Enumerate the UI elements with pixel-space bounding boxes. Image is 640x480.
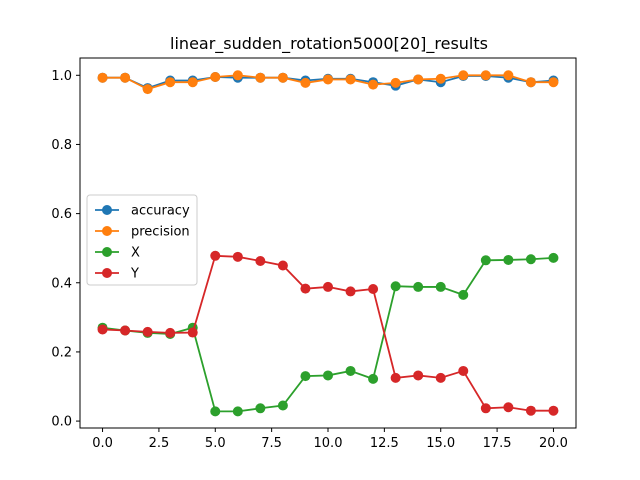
data-point: [232, 406, 243, 417]
legend-item-y: Y: [95, 267, 139, 282]
data-point: [413, 74, 424, 85]
data-point: [255, 72, 266, 83]
data-point: [323, 370, 333, 381]
y-tick-label: 1.0: [51, 69, 72, 84]
legend-label: accuracy: [131, 204, 190, 219]
data-point: [525, 254, 536, 265]
x-tick-label: 2.5: [149, 436, 170, 451]
data-point: [323, 74, 333, 85]
legend: accuracy precision XY: [86, 194, 198, 286]
data-point: [368, 79, 379, 90]
legend-item-accuracy: accuracy: [95, 204, 190, 219]
data-point: [232, 70, 243, 81]
data-point: [232, 251, 243, 262]
data-point: [187, 77, 198, 88]
data-point: [210, 406, 221, 417]
legend-box: [86, 194, 198, 286]
data-point: [165, 77, 176, 88]
data-point: [120, 72, 131, 83]
legend-label: precision: [131, 225, 190, 240]
data-point: [480, 70, 491, 81]
y-tick-label: 0.4: [51, 276, 72, 291]
y-tick-label: 0.6: [51, 207, 72, 222]
data-point: [503, 254, 514, 265]
x-tick-label: 7.5: [261, 436, 282, 451]
data-point: [503, 402, 514, 413]
legend-label: Y: [130, 267, 139, 282]
data-point: [525, 77, 536, 88]
x-tick-label: 5.0: [205, 436, 226, 451]
data-point: [435, 73, 446, 84]
data-point: [390, 77, 401, 88]
data-point: [345, 74, 356, 85]
data-point: [255, 255, 266, 266]
data-point: [413, 370, 424, 381]
legend-label: X: [131, 246, 140, 261]
axes: 0.0 2.5 5.0 7.5 10.0 12.5 15.0 17.5 20.0 0.0 0.2 0.…: [51, 57, 577, 451]
legend-marker: [102, 226, 112, 236]
data-point: [165, 327, 176, 338]
data-point: [390, 281, 401, 292]
data-point: [277, 260, 288, 271]
data-point: [413, 281, 424, 292]
y-tick-label: 0.0: [51, 415, 72, 430]
data-point: [435, 372, 446, 383]
data-point: [142, 326, 153, 337]
data-point: [345, 286, 356, 297]
legend-item-precision: precision: [95, 225, 190, 240]
series-y: [97, 250, 559, 416]
x-tick-label: 15.0: [426, 436, 455, 451]
data-point: [458, 365, 469, 376]
data-point: [142, 84, 153, 95]
data-point: [300, 283, 311, 294]
data-point: [548, 77, 559, 88]
legend-item-x: X: [95, 246, 140, 261]
y-tick-label: 0.8: [51, 138, 72, 153]
data-point: [120, 325, 131, 336]
data-point: [210, 250, 221, 261]
data-point: [458, 70, 469, 81]
x-tick-label: 10.0: [314, 436, 343, 451]
data-point: [480, 403, 491, 414]
data-point: [323, 281, 333, 292]
chart-title: linear_sudden_rotation5000[20]_results: [170, 34, 488, 54]
data-point: [368, 283, 379, 294]
data-point: [458, 289, 469, 300]
data-point: [548, 252, 559, 263]
x-tick-label: 20.0: [539, 436, 568, 451]
data-point: [548, 405, 559, 416]
data-point: [345, 365, 356, 376]
data-point: [503, 70, 514, 81]
y-tick-label: 0.2: [51, 345, 72, 360]
data-point: [480, 255, 491, 266]
plot-area: [97, 70, 559, 417]
data-point: [255, 403, 266, 414]
data-point: [277, 400, 288, 411]
data-point: [187, 327, 198, 338]
data-point: [300, 371, 311, 382]
data-point: [97, 72, 108, 83]
legend-marker: [102, 205, 112, 215]
data-point: [277, 72, 288, 83]
x-tick-label: 17.5: [483, 436, 512, 451]
series-precision: [97, 70, 559, 95]
data-point: [390, 372, 401, 383]
data-point: [300, 77, 311, 88]
data-point: [435, 281, 446, 292]
legend-marker: [102, 268, 112, 278]
data-point: [368, 373, 379, 384]
x-tick-label: 0.0: [92, 436, 113, 451]
legend-marker: [102, 247, 112, 257]
data-point: [97, 324, 108, 335]
data-point: [210, 72, 221, 83]
data-point: [525, 405, 536, 416]
x-tick-label: 12.5: [370, 436, 399, 451]
